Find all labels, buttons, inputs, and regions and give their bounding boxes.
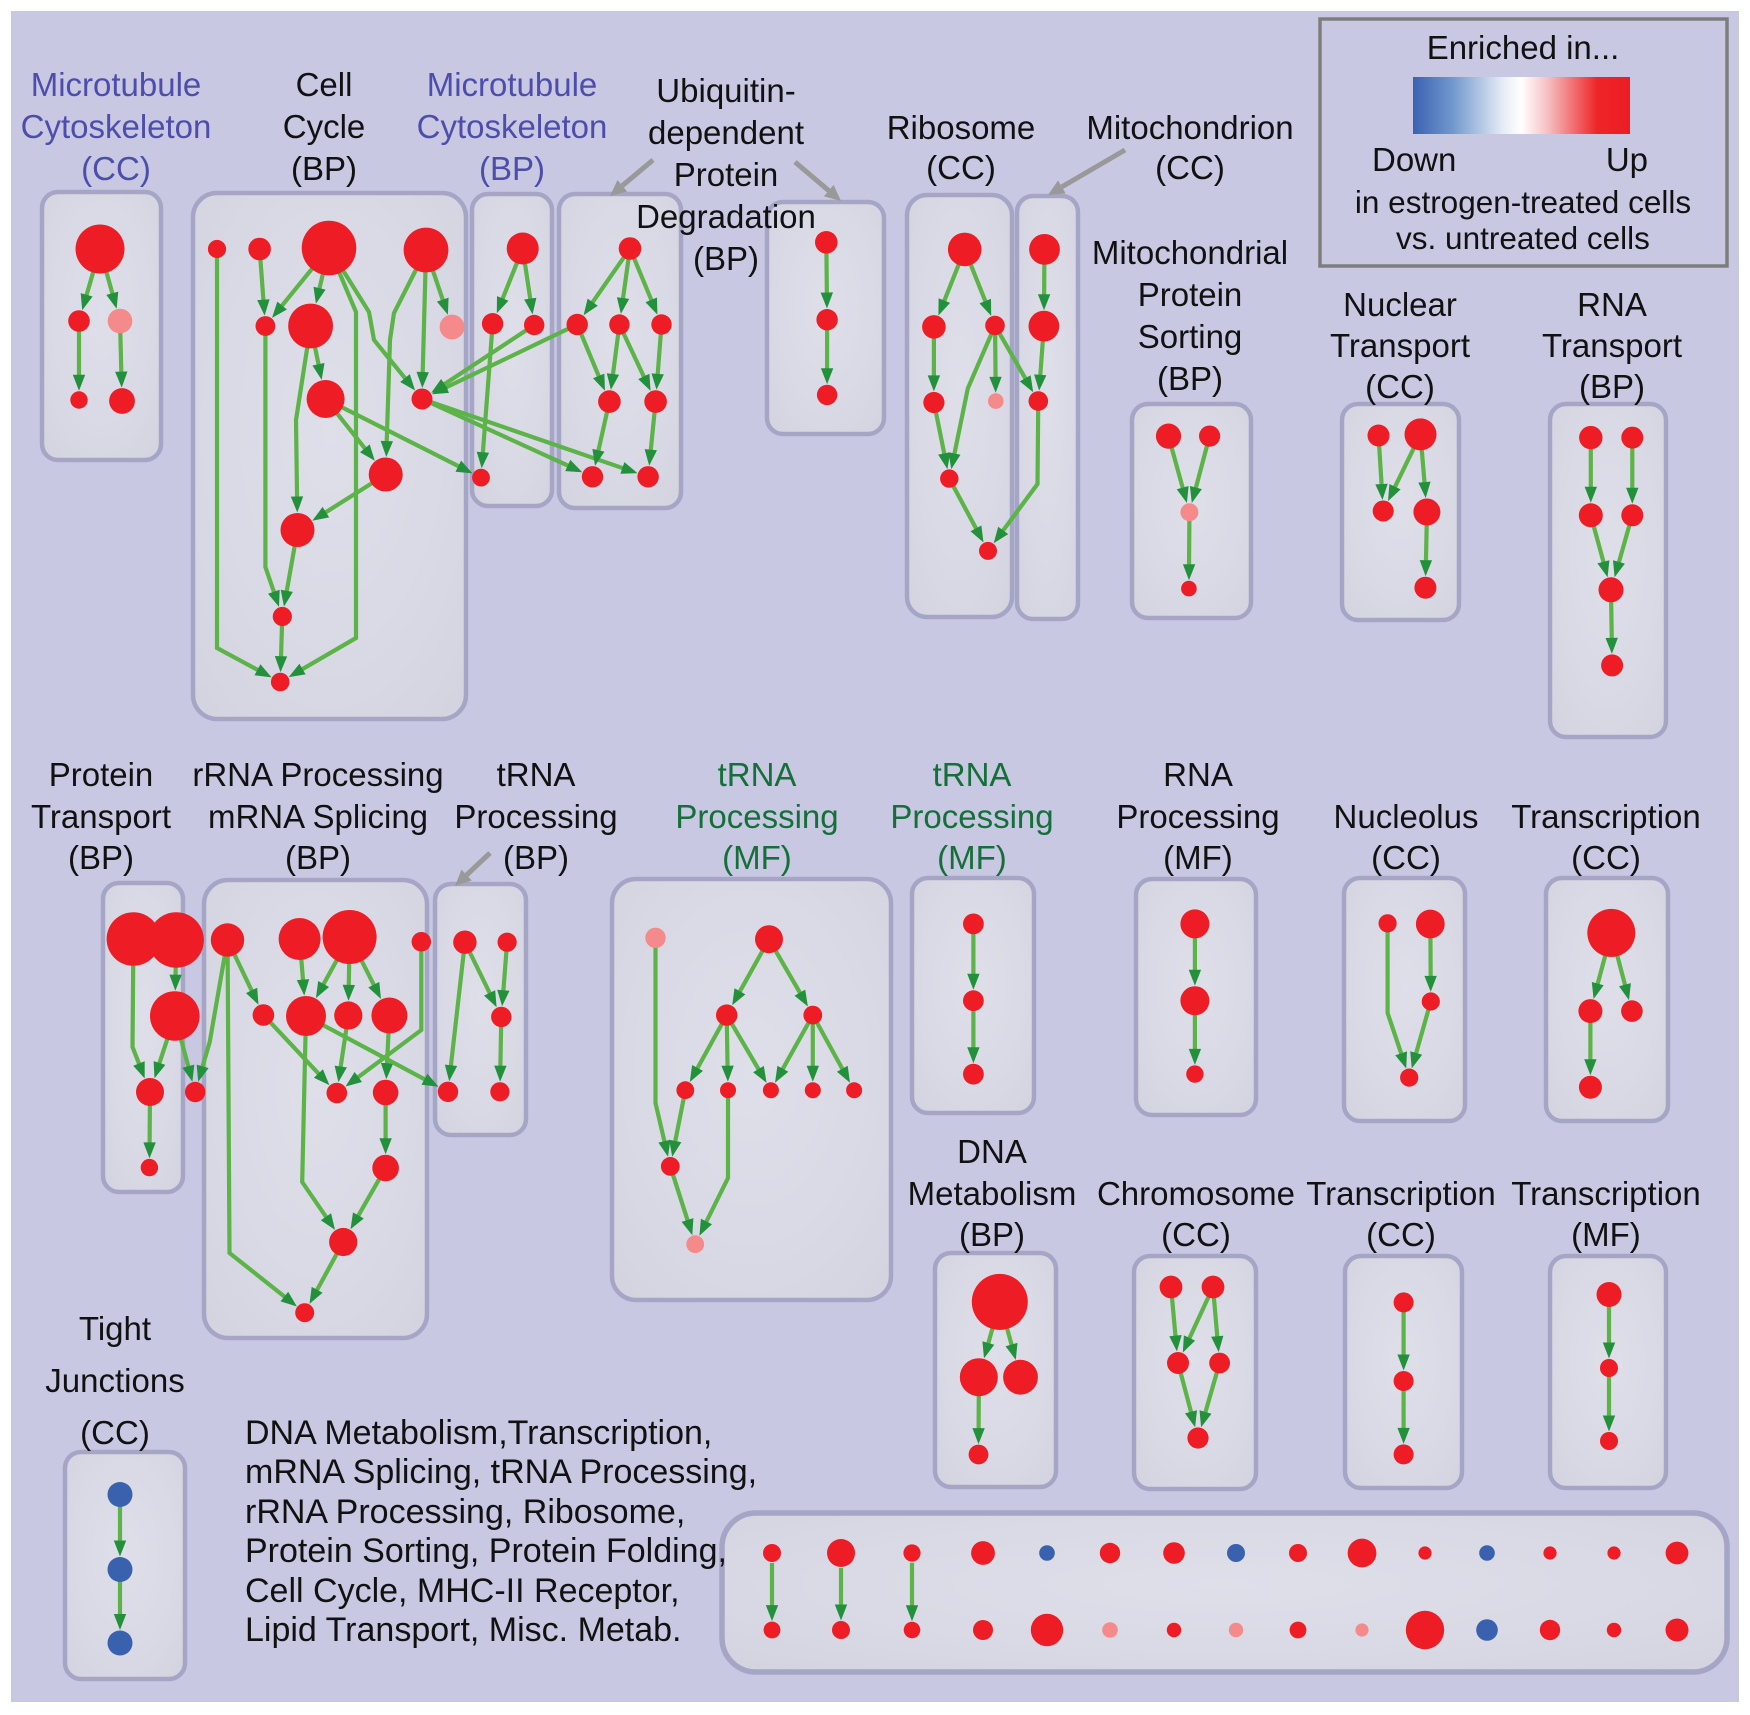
svg-text:rRNA Processing, Ribosome,: rRNA Processing, Ribosome, — [245, 1493, 685, 1531]
svg-text:(BP): (BP) — [693, 240, 759, 277]
svg-text:(BP): (BP) — [68, 839, 134, 876]
svg-text:Processing: Processing — [1116, 798, 1279, 835]
svg-text:(BP): (BP) — [503, 839, 569, 876]
svg-text:Transport: Transport — [1542, 327, 1682, 364]
svg-text:mRNA Splicing, tRNA Processing: mRNA Splicing, tRNA Processing, — [245, 1453, 757, 1491]
svg-text:DNA: DNA — [957, 1133, 1027, 1170]
svg-text:Down: Down — [1372, 141, 1456, 178]
svg-text:(BP): (BP) — [291, 150, 357, 187]
svg-text:Transcription: Transcription — [1511, 1175, 1701, 1212]
svg-text:(CC): (CC) — [1571, 839, 1641, 876]
svg-text:Protein: Protein — [674, 156, 779, 193]
svg-text:tRNA: tRNA — [497, 756, 576, 793]
svg-text:Processing: Processing — [675, 798, 838, 835]
svg-text:Cytoskeleton: Cytoskeleton — [417, 108, 608, 145]
svg-text:(BP): (BP) — [285, 839, 351, 876]
svg-text:Up: Up — [1606, 141, 1648, 178]
svg-text:DNA Metabolism,Transcription,: DNA Metabolism,Transcription, — [245, 1414, 712, 1452]
svg-text:Microtubule: Microtubule — [427, 66, 598, 103]
svg-text:Ubiquitin-: Ubiquitin- — [656, 72, 795, 109]
svg-text:Cycle: Cycle — [283, 108, 366, 145]
svg-text:in estrogen-treated cells: in estrogen-treated cells — [1355, 184, 1691, 220]
svg-text:(CC): (CC) — [81, 150, 151, 187]
svg-text:(MF): (MF) — [937, 839, 1007, 876]
svg-text:(BP): (BP) — [959, 1216, 1025, 1253]
svg-text:Nucleolus: Nucleolus — [1334, 798, 1479, 835]
svg-text:Lipid Transport, Misc. Metab.: Lipid Transport, Misc. Metab. — [245, 1611, 682, 1649]
svg-text:Protein: Protein — [49, 756, 154, 793]
svg-text:(MF): (MF) — [722, 839, 792, 876]
svg-text:Processing: Processing — [890, 798, 1053, 835]
svg-text:mRNA Splicing: mRNA Splicing — [208, 798, 428, 835]
svg-text:Mitochondrion: Mitochondrion — [1086, 109, 1293, 146]
svg-text:(MF): (MF) — [1163, 839, 1233, 876]
svg-text:(CC): (CC) — [1366, 1216, 1436, 1253]
svg-text:RNA: RNA — [1163, 756, 1233, 793]
svg-text:rRNA Processing: rRNA Processing — [192, 756, 443, 793]
svg-text:(MF): (MF) — [1571, 1216, 1641, 1253]
svg-text:(BP): (BP) — [479, 150, 545, 187]
svg-text:(CC): (CC) — [80, 1414, 150, 1451]
svg-text:dependent: dependent — [648, 114, 804, 151]
svg-text:Nuclear: Nuclear — [1343, 286, 1457, 323]
svg-text:Protein: Protein — [1138, 276, 1243, 313]
svg-text:Mitochondrial: Mitochondrial — [1092, 234, 1288, 271]
svg-text:Cell Cycle, MHC-II Receptor,: Cell Cycle, MHC-II Receptor, — [245, 1572, 680, 1610]
svg-text:tRNA: tRNA — [933, 756, 1012, 793]
svg-text:RNA: RNA — [1577, 286, 1647, 323]
svg-text:Transcription: Transcription — [1306, 1175, 1496, 1212]
svg-text:Protein Sorting, Protein Foldi: Protein Sorting, Protein Folding, — [245, 1532, 727, 1570]
svg-text:Microtubule: Microtubule — [31, 66, 202, 103]
svg-text:Transport: Transport — [1330, 327, 1470, 364]
svg-text:vs. untreated cells: vs. untreated cells — [1396, 220, 1650, 256]
svg-text:Degradation: Degradation — [636, 198, 816, 235]
svg-text:Metabolism: Metabolism — [908, 1175, 1077, 1212]
svg-text:Cytoskeleton: Cytoskeleton — [21, 108, 212, 145]
svg-text:(CC): (CC) — [1371, 839, 1441, 876]
svg-text:(BP): (BP) — [1157, 360, 1223, 397]
svg-text:Sorting: Sorting — [1138, 318, 1243, 355]
svg-text:(CC): (CC) — [1155, 149, 1225, 186]
svg-text:(BP): (BP) — [1579, 368, 1645, 405]
svg-text:tRNA: tRNA — [718, 756, 797, 793]
svg-text:Cell: Cell — [296, 66, 353, 103]
svg-text:Transcription: Transcription — [1511, 798, 1701, 835]
svg-text:(CC): (CC) — [1161, 1216, 1231, 1253]
svg-text:Junctions: Junctions — [45, 1362, 184, 1399]
svg-text:(CC): (CC) — [926, 149, 996, 186]
svg-text:Chromosome: Chromosome — [1097, 1175, 1295, 1212]
svg-text:Processing: Processing — [454, 798, 617, 835]
svg-text:(CC): (CC) — [1365, 368, 1435, 405]
svg-text:Ribosome: Ribosome — [887, 109, 1036, 146]
svg-text:Enriched in...: Enriched in... — [1427, 29, 1620, 66]
svg-text:Transport: Transport — [31, 798, 171, 835]
svg-text:Tight: Tight — [79, 1310, 151, 1347]
